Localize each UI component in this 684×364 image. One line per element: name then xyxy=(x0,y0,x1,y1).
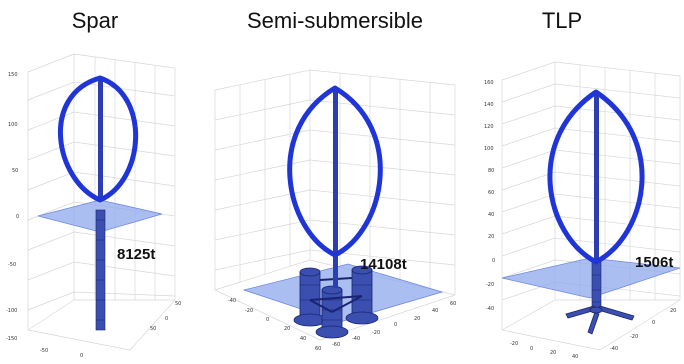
panel-title-spar: Spar xyxy=(71,8,119,33)
z-tick: 40 xyxy=(488,212,494,218)
x-tick: -40 xyxy=(228,298,236,304)
z-tick: 100 xyxy=(484,146,494,152)
spar-diagram: 150 100 50 0 -50 -100 -150 -50 0 50 0 50 xyxy=(6,53,181,359)
y-tick-labels: -40 -20 0 20 xyxy=(610,308,676,352)
x-tick-labels: -20 0 20 40 xyxy=(510,341,578,360)
mass-label-tlp: 1506t xyxy=(635,254,674,271)
tower xyxy=(333,88,338,288)
y-tick: 0 xyxy=(652,320,655,326)
z-tick: -20 xyxy=(486,282,494,288)
panel-title-tlp: TLP xyxy=(541,8,583,33)
panel-semi-submersible: Semi-submersible -40 -20 0 20 40 60 -60 … xyxy=(200,0,470,364)
y-tick: 20 xyxy=(414,316,420,322)
darrieus-rotor xyxy=(287,85,383,258)
spar-hull xyxy=(95,209,106,331)
z-tick-labels: 150 100 50 0 -50 -100 -150 xyxy=(6,72,19,342)
z-tick: 100 xyxy=(8,122,18,128)
y-tick: 50 xyxy=(175,301,181,307)
panel-tlp: TLP 160 140 120 100 80 60 40 20 0 -20 -4… xyxy=(480,0,684,364)
y-tick: -40 xyxy=(352,336,360,342)
mass-label-semi-submersible: 14108t xyxy=(360,256,407,273)
z-tick: -100 xyxy=(6,308,17,314)
z-tick: 120 xyxy=(484,124,494,130)
tlp-column xyxy=(591,261,602,313)
floating-platform xyxy=(565,305,635,335)
semi-submersible-diagram: -40 -20 0 20 40 60 -60 -40 -20 0 20 40 6… xyxy=(214,69,456,352)
x-tick: 40 xyxy=(300,336,306,342)
z-tick: 20 xyxy=(488,234,494,240)
tower xyxy=(594,94,599,264)
x-tick: 0 xyxy=(80,353,83,359)
x-tick: 20 xyxy=(284,326,290,332)
x-tick: 20 xyxy=(550,350,556,356)
z-tick: 60 xyxy=(488,190,494,196)
y-tick-labels: -60 -40 -20 0 20 40 60 xyxy=(332,301,456,348)
y-tick: 0 xyxy=(165,316,168,322)
x-tick-labels: -40 -20 0 20 40 60 xyxy=(228,298,321,352)
mass-label-spar: 8125t xyxy=(117,246,156,263)
tower xyxy=(98,80,103,200)
darrieus-rotor xyxy=(547,89,645,265)
axes-box xyxy=(27,53,176,351)
y-tick: 60 xyxy=(450,301,456,307)
y-tick: 40 xyxy=(432,308,438,314)
z-tick: 160 xyxy=(484,80,494,86)
y-tick: 0 xyxy=(394,322,397,328)
z-tick: 0 xyxy=(492,258,495,264)
z-tick: 140 xyxy=(484,102,494,108)
axes-box xyxy=(214,69,456,341)
panel-spar: Spar 150 100 50 0 -50 -100 -150 -50 0 50… xyxy=(0,0,200,364)
y-tick: 20 xyxy=(670,308,676,314)
y-tick: -20 xyxy=(372,330,380,336)
x-tick: -20 xyxy=(510,341,518,347)
x-tick: 40 xyxy=(572,354,578,360)
tlp-diagram: 160 140 120 100 80 60 40 20 0 -20 -40 -2… xyxy=(484,61,681,360)
x-tick: -20 xyxy=(245,308,253,314)
panel-title-semi-submersible: Semi-submersible xyxy=(246,8,424,33)
x-tick: 0 xyxy=(530,346,533,352)
x-tick: 50 xyxy=(150,326,156,332)
z-tick: 150 xyxy=(8,72,18,78)
z-tick: 0 xyxy=(16,214,19,220)
y-tick: -20 xyxy=(630,334,638,340)
x-tick: -50 xyxy=(40,348,48,354)
z-tick: 50 xyxy=(12,168,18,174)
floating-platform xyxy=(293,265,379,339)
water-plane xyxy=(242,263,444,323)
y-tick: -60 xyxy=(332,342,340,348)
z-tick: 80 xyxy=(488,168,494,174)
z-tick: -40 xyxy=(486,306,494,312)
water-plane xyxy=(501,257,681,299)
x-tick: 0 xyxy=(266,317,269,323)
z-tick: -50 xyxy=(8,262,16,268)
x-tick-labels: -50 0 50 0 50 xyxy=(40,301,181,359)
z-tick: -150 xyxy=(6,336,17,342)
darrieus-rotor xyxy=(57,75,139,203)
x-tick: 60 xyxy=(315,346,321,352)
y-tick: -40 xyxy=(610,346,618,352)
z-tick-labels: 160 140 120 100 80 60 40 20 0 -20 -40 xyxy=(484,80,495,312)
